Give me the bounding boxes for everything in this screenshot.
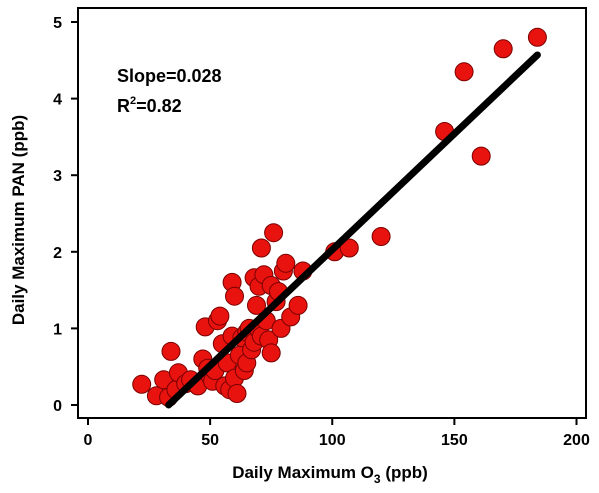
- slope-annotation: Slope=0.028: [117, 66, 222, 86]
- x-axis-title-tail: (ppb): [381, 463, 428, 482]
- x-axis-title-subscript: 3: [374, 472, 381, 486]
- y-tick-label: 5: [53, 15, 62, 32]
- data-point: [225, 286, 244, 306]
- axis-ticks: 0 50 100 150 200 0 1 2 3 4 5: [53, 15, 590, 449]
- data-point: [210, 306, 230, 326]
- data-point: [132, 374, 152, 394]
- y-axis-title: Daily Maximum PAN (ppb): [9, 115, 28, 325]
- data-point: [251, 238, 271, 258]
- data-point: [454, 62, 474, 82]
- x-tick-label: 200: [563, 432, 590, 449]
- data-point: [527, 27, 547, 47]
- data-point: [227, 384, 247, 403]
- r-squared-prefix: R: [117, 96, 130, 116]
- data-point: [493, 39, 513, 59]
- r-squared-superscript: 2: [130, 95, 136, 107]
- r-squared-value: =0.82: [136, 96, 182, 116]
- data-point: [339, 238, 359, 258]
- regression-line: [165, 51, 541, 409]
- data-point: [264, 223, 284, 243]
- y-tick-label: 4: [53, 92, 62, 109]
- data-point: [261, 343, 281, 363]
- y-tick-label: 2: [53, 245, 62, 262]
- data-point: [276, 253, 296, 273]
- data-point: [247, 295, 266, 315]
- x-tick-label: 150: [441, 432, 468, 449]
- data-point: [471, 146, 491, 166]
- x-axis-title: Daily Maximum O3 (ppb): [232, 463, 428, 486]
- data-point: [288, 295, 308, 315]
- x-tick-label: 50: [201, 432, 219, 449]
- x-axis-title-main: Daily Maximum O: [232, 463, 374, 482]
- y-tick-label: 3: [53, 168, 62, 185]
- y-tick-label: 0: [53, 398, 62, 415]
- data-points-layer: [132, 27, 547, 407]
- data-point: [161, 341, 181, 361]
- x-tick-label: 100: [319, 432, 346, 449]
- r-squared-annotation: R2=0.82: [117, 95, 182, 116]
- data-point: [371, 227, 391, 246]
- y-tick-label: 1: [53, 321, 62, 338]
- x-tick-label: 0: [84, 432, 93, 449]
